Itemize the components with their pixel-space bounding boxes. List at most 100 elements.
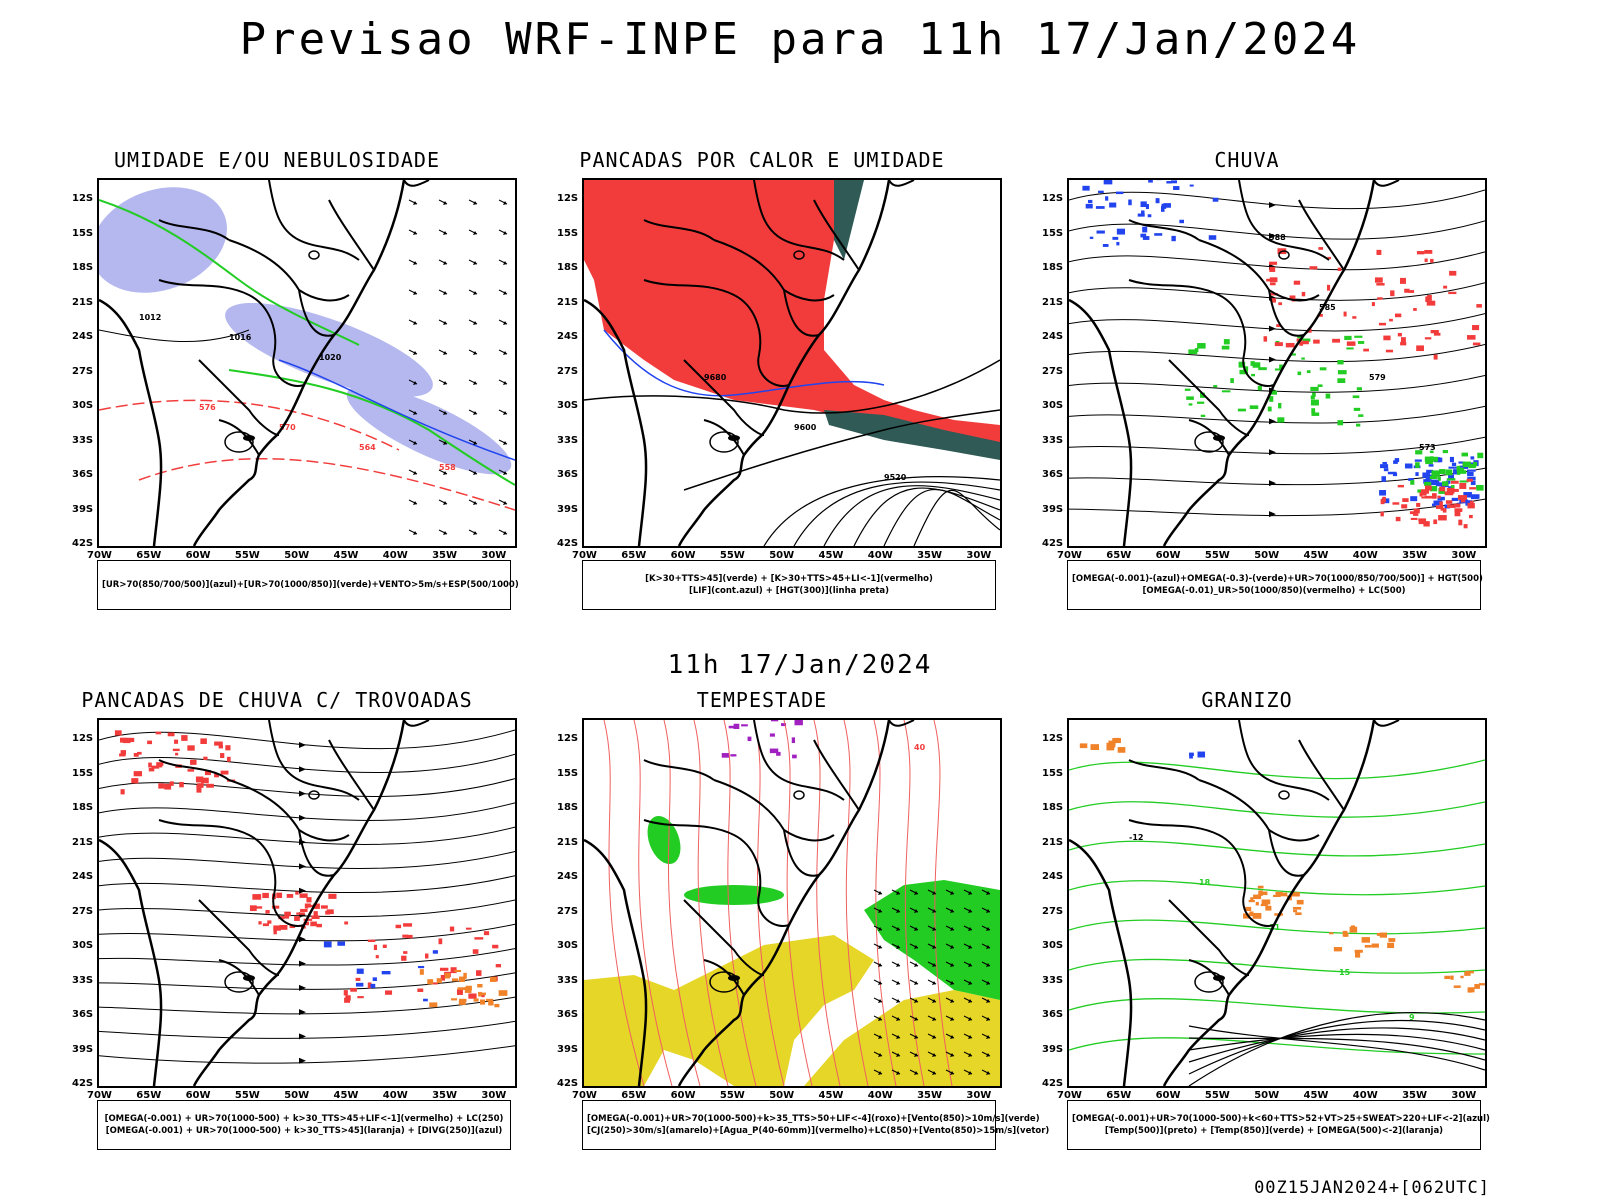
rain-green-area — [1431, 456, 1438, 462]
rain-blue-area — [1173, 186, 1180, 191]
lat-tick-label: 18S — [1042, 262, 1064, 273]
wind-arrow-icon — [914, 1017, 918, 1021]
rain-red-area — [1467, 502, 1475, 509]
wind-arrow-icon — [968, 945, 972, 949]
reservoir-icon — [308, 250, 320, 260]
lon-tick-label: 45W — [818, 1090, 844, 1101]
wind-arrow-icon — [914, 999, 918, 1003]
lat-tick-label: 21S — [1042, 296, 1064, 308]
wind-arrow-icon — [932, 909, 936, 913]
streamline-250 — [99, 802, 515, 821]
lat-tick-label: 27S — [1042, 905, 1064, 917]
rain-red-area — [1432, 493, 1437, 499]
lon-tick-label: 30W — [966, 550, 992, 561]
rain-blue-area — [1116, 241, 1120, 246]
thunder-red-area — [190, 759, 197, 765]
wind-arrow-icon — [950, 981, 954, 985]
thunder-red-area — [357, 996, 364, 999]
hgt-label: 579 — [1369, 373, 1386, 382]
rain-red-area — [1401, 504, 1408, 509]
omega-orange-area — [1467, 987, 1475, 993]
wind-arrow-icon — [413, 411, 417, 415]
thunder-orange-area — [478, 992, 486, 996]
panel-granizo: GRANIZO -12 18 21 15 9 12S 15S 18S 21S 24S 27S 30S 33… — [1012, 688, 1490, 1168]
wind-arrow-icon — [503, 321, 507, 325]
border-bolivia-paraguay — [643, 279, 790, 387]
legend-line: [OMEGA(-0.01)_UR>50(1000/850)(vermelho) … — [1142, 586, 1406, 596]
border-state-5 — [1298, 199, 1345, 271]
storm-purple-area — [771, 720, 779, 722]
wind-arrow-icon — [950, 963, 954, 967]
thunder-red-area — [367, 939, 376, 943]
thunder-orange-area — [457, 987, 467, 990]
temp-label: 9 — [1409, 1013, 1415, 1022]
wind-arrow-icon — [413, 261, 417, 265]
rain-red-area — [1433, 519, 1438, 525]
rain-blue-area — [1459, 465, 1463, 468]
thunder-red-area — [311, 915, 320, 919]
rain-red-area — [1424, 249, 1433, 254]
rain-blue-area — [1467, 471, 1474, 476]
rain-blue-area — [1096, 230, 1105, 234]
rain-red-area — [1443, 285, 1448, 289]
wind-arrow-icon — [932, 927, 936, 931]
lon-tick-label: 45W — [1303, 1090, 1329, 1101]
height-contour — [853, 487, 1000, 546]
rain-red-area — [1397, 332, 1402, 337]
hgt-label: 573 — [1419, 443, 1436, 452]
thunder-red-area — [395, 924, 402, 929]
wind-arrow-icon — [473, 351, 477, 355]
hgt500-contour — [1069, 220, 1485, 240]
thunder-red-area — [367, 982, 372, 989]
rain-red-area — [1380, 499, 1385, 505]
legend-line: [OMEGA(-0.001) + UR>70(1000-500) + k>30_… — [104, 1114, 504, 1124]
rain-red-area — [1437, 495, 1441, 499]
rain-blue-area — [1394, 458, 1400, 463]
legend-line: [Temp(500)](preto) + [Temp(850)](verde) … — [1104, 1126, 1444, 1136]
wind-arrow-icon — [950, 891, 954, 895]
rain-green-area — [1186, 396, 1194, 400]
omega-orange-area — [1113, 737, 1120, 742]
rain-red-area — [1270, 282, 1276, 286]
lat-tick-label: 39S — [1042, 503, 1064, 515]
border-state-4 — [1128, 759, 1200, 781]
streamline-250 — [99, 1020, 515, 1039]
rain-red-area — [1413, 308, 1417, 311]
thunder-red-area — [181, 735, 188, 741]
lat-tick-label: 18S — [72, 262, 94, 273]
rain-blue-area — [1387, 471, 1397, 475]
temp850-contour — [1069, 801, 1485, 818]
wind-arrow-icon — [878, 1017, 882, 1021]
omega-orange-area — [1293, 909, 1298, 913]
lon-tick-label: 55W — [1204, 1090, 1230, 1101]
lon-tick-label: 45W — [333, 1090, 359, 1101]
omega-orange-area — [1090, 744, 1100, 750]
wind-arrow-icon — [896, 981, 900, 985]
wind-arrow-icon — [443, 381, 447, 385]
rain-blue-area — [1087, 199, 1093, 204]
temp850-contour — [1069, 880, 1485, 896]
lon-tick-label: 30W — [966, 1090, 992, 1101]
rain-green-area — [1337, 360, 1344, 365]
divergence-blue-area — [423, 998, 428, 1002]
flow-arrow-icon — [299, 887, 306, 894]
jet-yellow-area-east — [804, 990, 1000, 1086]
rain-red-area — [1452, 488, 1459, 492]
rain-red-area — [1458, 519, 1463, 526]
rain-green-area — [1352, 395, 1360, 399]
rain-blue-area — [1467, 476, 1476, 481]
wind-arrow-icon — [914, 1053, 918, 1057]
streamline-250 — [99, 850, 515, 869]
border-bolivia-paraguay — [643, 819, 790, 927]
wind-arrow-icon — [503, 411, 507, 415]
omega-orange-area — [1444, 975, 1451, 980]
temp500-contour — [1188, 1019, 1485, 1075]
flow-arrow-icon — [1269, 418, 1276, 425]
rain-green-area — [1221, 345, 1230, 350]
omega-orange-area — [1349, 926, 1358, 933]
rain-blue-area — [1137, 213, 1145, 217]
wind-arrow-icon — [503, 261, 507, 265]
border-argentina — [1168, 899, 1250, 976]
border-state-2 — [1238, 720, 1330, 801]
rain-green-area — [1356, 423, 1361, 427]
